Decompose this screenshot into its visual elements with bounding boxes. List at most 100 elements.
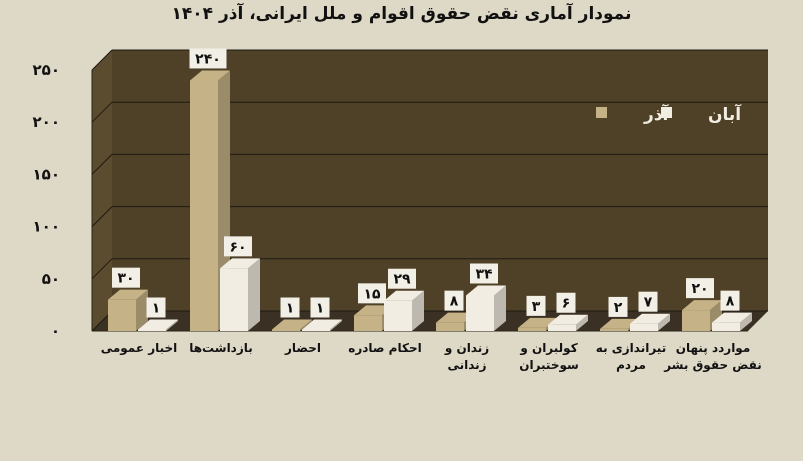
data-label-azar-text: ۱ — [286, 301, 295, 317]
data-label-azar-text: ۱۵ — [363, 286, 381, 302]
bar-azar-front — [190, 80, 218, 331]
data-label-aban-bg — [146, 297, 166, 318]
bar-aban-side — [412, 290, 424, 331]
y-tick-label: ۱۵۰ — [33, 165, 60, 183]
bar-aban-front — [548, 324, 576, 331]
x-category-line: مردم — [616, 358, 646, 373]
bar-aban — [384, 290, 424, 331]
data-label-aban-text: ۲۹ — [393, 272, 411, 288]
data-label-aban-bg — [388, 268, 416, 289]
bar-aban — [302, 319, 342, 331]
bar-azar — [272, 319, 312, 331]
bar-aban-side — [658, 313, 670, 331]
gridline-side — [91, 206, 113, 227]
x-category-line: اخبار عمومی — [101, 341, 178, 356]
data-label-azar-bg — [358, 283, 386, 304]
x-category-label: مواردد پنهان نقض حقوق بشر — [663, 341, 762, 373]
data-label-azar: ۱۵ — [358, 283, 386, 304]
bar-aban-front — [466, 295, 494, 331]
data-label-azar-bg — [686, 278, 714, 299]
bar-azar — [108, 289, 148, 331]
x-category-label: بازداشت‌ها — [189, 341, 253, 355]
data-label-azar: ۳ — [526, 295, 546, 316]
legend-swatch-azar — [596, 107, 607, 118]
bar-aban-front — [302, 329, 330, 331]
data-label-aban-text: ۶ — [562, 296, 571, 312]
bar-azar-front — [600, 328, 628, 331]
data-label-aban: ۷ — [638, 291, 658, 312]
data-label-aban: ۶۰ — [224, 236, 252, 257]
bar-azar-front — [272, 329, 300, 331]
data-label-azar-bg — [608, 296, 628, 317]
bar-aban-top — [630, 313, 670, 324]
data-label-azar-bg — [280, 297, 300, 318]
y-tick-label: ۱۰۰ — [33, 218, 60, 236]
bar-aban-side — [330, 319, 342, 331]
x-category-line: احکام صادره — [348, 341, 421, 356]
data-label-azar-bg — [189, 48, 227, 69]
data-label-aban-text: ۳۴ — [475, 267, 493, 283]
data-label-aban-bg — [556, 292, 576, 313]
x-category-line: احضار — [284, 341, 321, 355]
data-label-aban: ۲۹ — [388, 268, 416, 289]
x-category-label: کولبران و سوختبران — [519, 341, 579, 373]
data-label-aban-bg — [470, 263, 498, 284]
x-category-line: زندانی — [447, 358, 486, 372]
bar-aban-side — [494, 285, 506, 331]
bar-aban-side — [166, 319, 178, 331]
data-label-aban-bg — [310, 297, 330, 318]
bar-aban-top — [466, 285, 506, 296]
data-label-aban-text: ۶۰ — [229, 239, 246, 255]
gridline-side — [91, 49, 113, 71]
y-tick-label: ۰ — [51, 322, 60, 340]
bar-azar-top — [190, 70, 230, 81]
data-label-aban: ۱ — [310, 297, 330, 318]
bar-azar-front — [518, 327, 546, 331]
x-category-label: احضار — [284, 341, 321, 355]
bar-azar-front — [436, 322, 464, 331]
plot-floor — [92, 311, 768, 331]
data-label-azar: ۲۴۰ — [189, 48, 227, 69]
plot-side-wall — [92, 50, 112, 331]
chart-title: نمودار آماری نقض حقوق اقوام و ملل ایرانی… — [171, 4, 632, 24]
bar-aban-front — [220, 268, 248, 331]
bar-aban-top — [138, 319, 178, 330]
data-label-aban-bg — [720, 290, 740, 311]
bar-aban-front — [138, 329, 166, 331]
bar-aban — [712, 312, 752, 331]
bar-aban-top — [548, 314, 588, 325]
legend-label-aban: آبان — [708, 103, 742, 125]
bar-azar-side — [300, 319, 312, 331]
bar-azar-side — [136, 289, 148, 331]
data-label-aban: ۱ — [146, 297, 166, 318]
data-label-azar: ۱ — [280, 297, 300, 318]
y-tick-label: ۵۰ — [42, 270, 60, 288]
gridline-side — [91, 258, 113, 280]
bar-azar-top — [108, 289, 148, 300]
data-label-azar-bg — [112, 267, 140, 288]
bar-aban-top — [712, 312, 752, 323]
data-label-aban-bg — [638, 291, 658, 312]
x-category-line: کولبران و — [519, 341, 577, 356]
data-label-azar: ۲ — [608, 296, 628, 317]
x-category-line: زندان و — [444, 341, 489, 356]
x-category-line: نقض حقوق بشر — [663, 358, 762, 373]
bar-azar-front — [354, 315, 382, 331]
data-label-aban: ۶ — [556, 292, 576, 313]
data-label-azar-text: ۲ — [614, 300, 623, 316]
bar-azar-front — [108, 299, 136, 331]
y-tick-label: ۲۵۰ — [33, 61, 60, 79]
x-category-label: زندان و زندانی — [444, 341, 489, 372]
x-category-line: بازداشت‌ها — [189, 341, 253, 355]
data-label-azar-text: ۳۰ — [117, 271, 134, 287]
gridline-side — [91, 154, 113, 175]
bar-aban — [220, 258, 260, 331]
bar-aban — [630, 313, 670, 331]
gridline-side — [91, 101, 113, 123]
data-label-azar: ۸ — [444, 290, 464, 311]
bar-aban-side — [740, 312, 752, 331]
data-label-azar: ۲۰ — [686, 278, 714, 299]
bar-aban-front — [712, 322, 740, 331]
data-label-aban-text: ۱ — [152, 301, 161, 317]
